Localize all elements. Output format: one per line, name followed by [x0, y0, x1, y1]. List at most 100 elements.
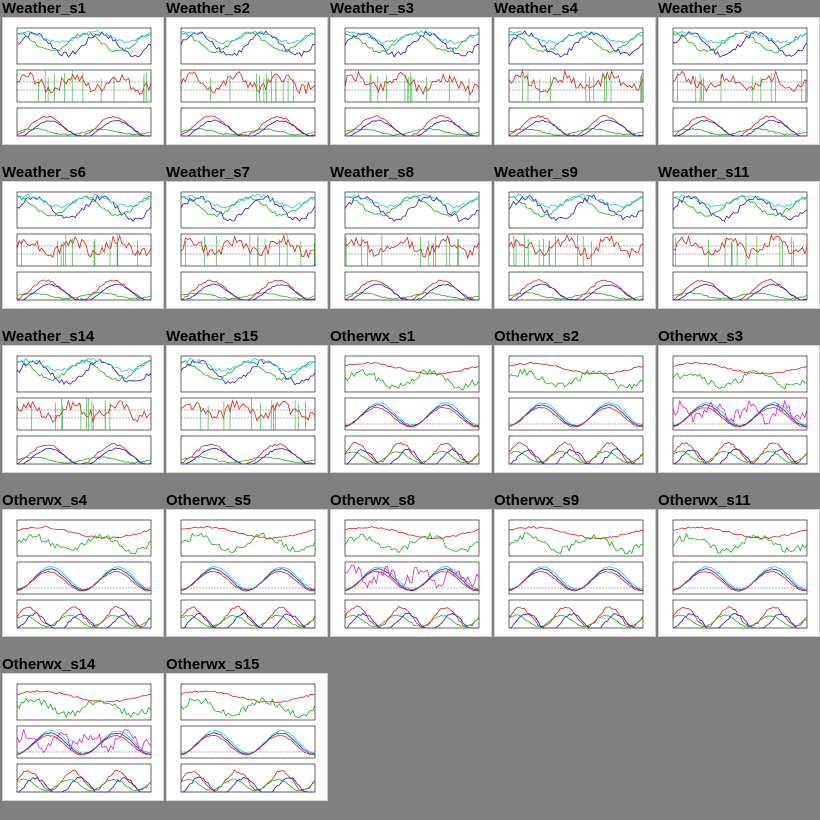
tile-title: Weather_s2: [166, 0, 250, 17]
plot-panel-frame: [16, 107, 152, 137]
series-line: [180, 734, 316, 756]
plot-panel-frame: [672, 27, 808, 65]
thumbnail-plot-image: [180, 355, 316, 465]
plot-thumbnail[interactable]: [2, 17, 164, 145]
gallery-tile: Otherwx_s1: [328, 328, 492, 492]
series-line: [180, 526, 316, 540]
plot-thumbnail[interactable]: [2, 345, 164, 473]
gallery-tile: Weather_s3: [328, 0, 492, 164]
plot-panel-frame: [180, 725, 316, 759]
gallery-tile: Weather_s5: [656, 0, 820, 164]
gallery-tile: Otherwx_s9: [492, 492, 656, 656]
thumbnail-plot-image: [16, 519, 152, 629]
plot-panel-frame: [180, 683, 316, 721]
series-line: [509, 448, 643, 465]
thumbnail-plot-image: [508, 519, 644, 629]
series-line: [508, 450, 644, 464]
plot-thumbnail[interactable]: [2, 673, 164, 801]
series-line: [672, 614, 808, 628]
series-line: [180, 193, 316, 209]
gallery-tile: Otherwx_s2: [492, 328, 656, 492]
series-line: [509, 283, 643, 301]
plot-thumbnail[interactable]: [330, 345, 492, 473]
plot-thumbnail[interactable]: [166, 509, 328, 637]
series-line: [508, 114, 644, 137]
series-line: [672, 361, 808, 375]
plot-thumbnail[interactable]: [2, 181, 164, 309]
series-line: [16, 292, 152, 300]
series-line: [180, 127, 316, 136]
plot-thumbnail[interactable]: [2, 509, 164, 637]
tile-title: Otherwx_s3: [658, 328, 744, 345]
plot-panel-frame: [344, 233, 480, 267]
series-line: [344, 532, 480, 554]
series-line: [16, 729, 152, 754]
plot-panel-frame: [344, 519, 480, 557]
series-line: [672, 292, 808, 300]
tile-title: Weather_s7: [166, 164, 250, 181]
series-line: [181, 283, 315, 301]
series-line: [508, 568, 644, 591]
series-line: [344, 451, 480, 464]
series-line: [508, 30, 644, 58]
tile-title: Otherwx_s5: [166, 492, 252, 509]
plot-thumbnail[interactable]: [494, 181, 656, 309]
gallery-tile: Otherwx_s14: [0, 656, 164, 820]
gallery-tile: Weather_s2: [164, 0, 328, 164]
plot-thumbnail[interactable]: [166, 181, 328, 309]
plot-panel-frame: [180, 69, 316, 103]
series-line: [16, 456, 152, 464]
series-line: [180, 570, 316, 592]
plot-panel-frame: [508, 599, 644, 629]
plot-thumbnail[interactable]: [330, 509, 492, 637]
series-line: [180, 30, 316, 45]
thumbnail-plot-image: [16, 355, 152, 465]
series-line: [344, 406, 480, 428]
series-line: [180, 30, 316, 58]
series-line: [344, 194, 480, 209]
series-line: [180, 194, 316, 222]
plot-thumbnail[interactable]: [658, 345, 820, 473]
series-line: [508, 292, 644, 300]
series-line: [180, 234, 316, 259]
plot-thumbnail[interactable]: [658, 17, 820, 145]
series-line: [344, 368, 480, 391]
plot-panel-frame: [344, 397, 480, 431]
series-line: [672, 402, 808, 427]
series-spikes: [38, 70, 147, 102]
series-line: [16, 359, 152, 382]
series-line: [672, 441, 808, 464]
plot-thumbnail[interactable]: [494, 17, 656, 145]
series-line: [508, 279, 644, 301]
gallery-tile: Weather_s15: [164, 328, 328, 492]
plot-thumbnail[interactable]: [494, 509, 656, 637]
plot-thumbnail[interactable]: [330, 17, 492, 145]
series-line: [17, 689, 151, 703]
plot-thumbnail[interactable]: [494, 345, 656, 473]
plot-panel-frame: [344, 271, 480, 301]
plot-panel-frame: [672, 519, 808, 557]
series-line: [180, 357, 316, 373]
plot-thumbnail[interactable]: [658, 509, 820, 637]
series-line: [673, 119, 807, 137]
series-spikes: [522, 71, 642, 102]
series-line: [16, 357, 152, 373]
plot-thumbnail[interactable]: [166, 17, 328, 145]
series-spikes: [677, 70, 807, 102]
plot-thumbnail[interactable]: [166, 673, 328, 801]
plot-thumbnail[interactable]: [658, 181, 820, 309]
plot-panel-frame: [344, 561, 480, 595]
series-spikes: [31, 398, 111, 430]
plot-panel-frame: [16, 233, 152, 267]
series-line: [508, 606, 644, 628]
series-line: [181, 612, 315, 629]
plot-thumbnail[interactable]: [166, 345, 328, 473]
plot-thumbnail[interactable]: [330, 181, 492, 309]
thumbnail-plot-image: [344, 519, 480, 629]
series-line: [181, 119, 315, 137]
thumbnail-plot-image: [180, 683, 316, 793]
series-line: [344, 292, 480, 300]
series-line: [16, 71, 152, 95]
series-spikes: [675, 235, 794, 266]
